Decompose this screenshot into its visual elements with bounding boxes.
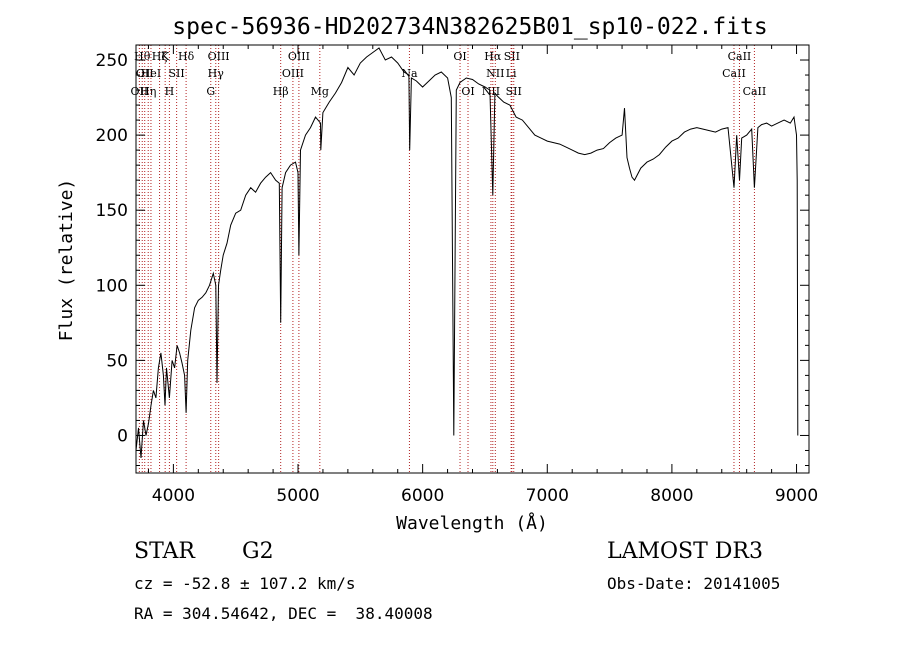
line-marker-label: Hη: [140, 85, 156, 98]
spectrum-series: [135, 47, 799, 459]
line-marker-label: G: [206, 85, 215, 98]
line-marker-label: CaII: [722, 67, 746, 80]
y-axis-label: Flux (relative): [56, 179, 77, 342]
line-marker-label: OIII: [288, 50, 310, 63]
line-marker-label: CaII: [728, 50, 752, 63]
x-axis: 4000 5000 6000 7000 8000 9000: [147, 45, 818, 506]
line-marker-label: Hβ: [273, 85, 289, 98]
line-marker-label: Hζ: [152, 50, 168, 63]
line-marker-label: HeI: [141, 67, 161, 80]
line-marker-label: Na: [401, 67, 418, 80]
line-marker-label: OII: [136, 67, 154, 80]
x-tick-label: 4000: [152, 486, 195, 506]
line-marker-label: OI: [453, 50, 466, 63]
coordinates: RA = 304.54642, DEC = 38.40008: [134, 604, 433, 623]
spectrum-line: [135, 47, 799, 459]
line-marker-label: H: [165, 85, 175, 98]
x-tick-label: 5000: [276, 486, 319, 506]
line-marker-label: CaII: [743, 85, 767, 98]
plot-frame: [135, 44, 810, 474]
line-marker-label: SII: [169, 67, 185, 80]
x-tick-label: 7000: [526, 486, 569, 506]
y-tick-label: 0: [117, 426, 128, 446]
line-marker-label: NII: [486, 67, 504, 80]
line-marker-label: OIII: [282, 67, 304, 80]
y-axis: 0 50 100 150 200 250: [96, 44, 809, 466]
redshift-info: cz = -52.8 ± 107.2 km/s: [134, 574, 356, 593]
y-tick-label: 100: [96, 276, 128, 296]
y-tick-label: 200: [96, 126, 128, 146]
object-type: STAR: [134, 539, 195, 564]
obs-date: Obs-Date: 20141005: [607, 574, 781, 593]
line-marker-label: OI: [461, 85, 474, 98]
x-tick-label: 6000: [401, 486, 444, 506]
line-marker-label: SII: [506, 85, 522, 98]
survey-name: LAMOST DR3: [607, 539, 763, 564]
y-tick-label: 150: [96, 201, 128, 221]
x-tick-label: 9000: [775, 486, 818, 506]
line-marker-label: Li: [506, 67, 517, 80]
line-marker-label: OIII: [208, 50, 230, 63]
x-tick-label: 8000: [650, 486, 693, 506]
y-tick-label: 50: [106, 351, 128, 371]
line-marker-label: Hγ: [208, 67, 225, 80]
y-tick-label: 250: [96, 51, 128, 71]
emission-line-markers: OIIHθOIIHηHeIHζKHSIIHδGHγOIIIHβOIIIOIIIM…: [131, 45, 767, 473]
subclass: G2: [242, 539, 274, 564]
line-marker-label: SII: [504, 50, 520, 63]
chart-title: spec-56936-HD202734N382625B01_sp10-022.f…: [172, 14, 767, 40]
line-marker-label: K: [161, 50, 170, 63]
line-marker-label: Hα: [484, 50, 502, 63]
line-marker-label: OII: [131, 85, 149, 98]
line-marker-label: Hδ: [178, 50, 195, 63]
line-marker-label: Mg: [311, 85, 329, 98]
x-axis-label: Wavelength (Å): [396, 512, 548, 534]
